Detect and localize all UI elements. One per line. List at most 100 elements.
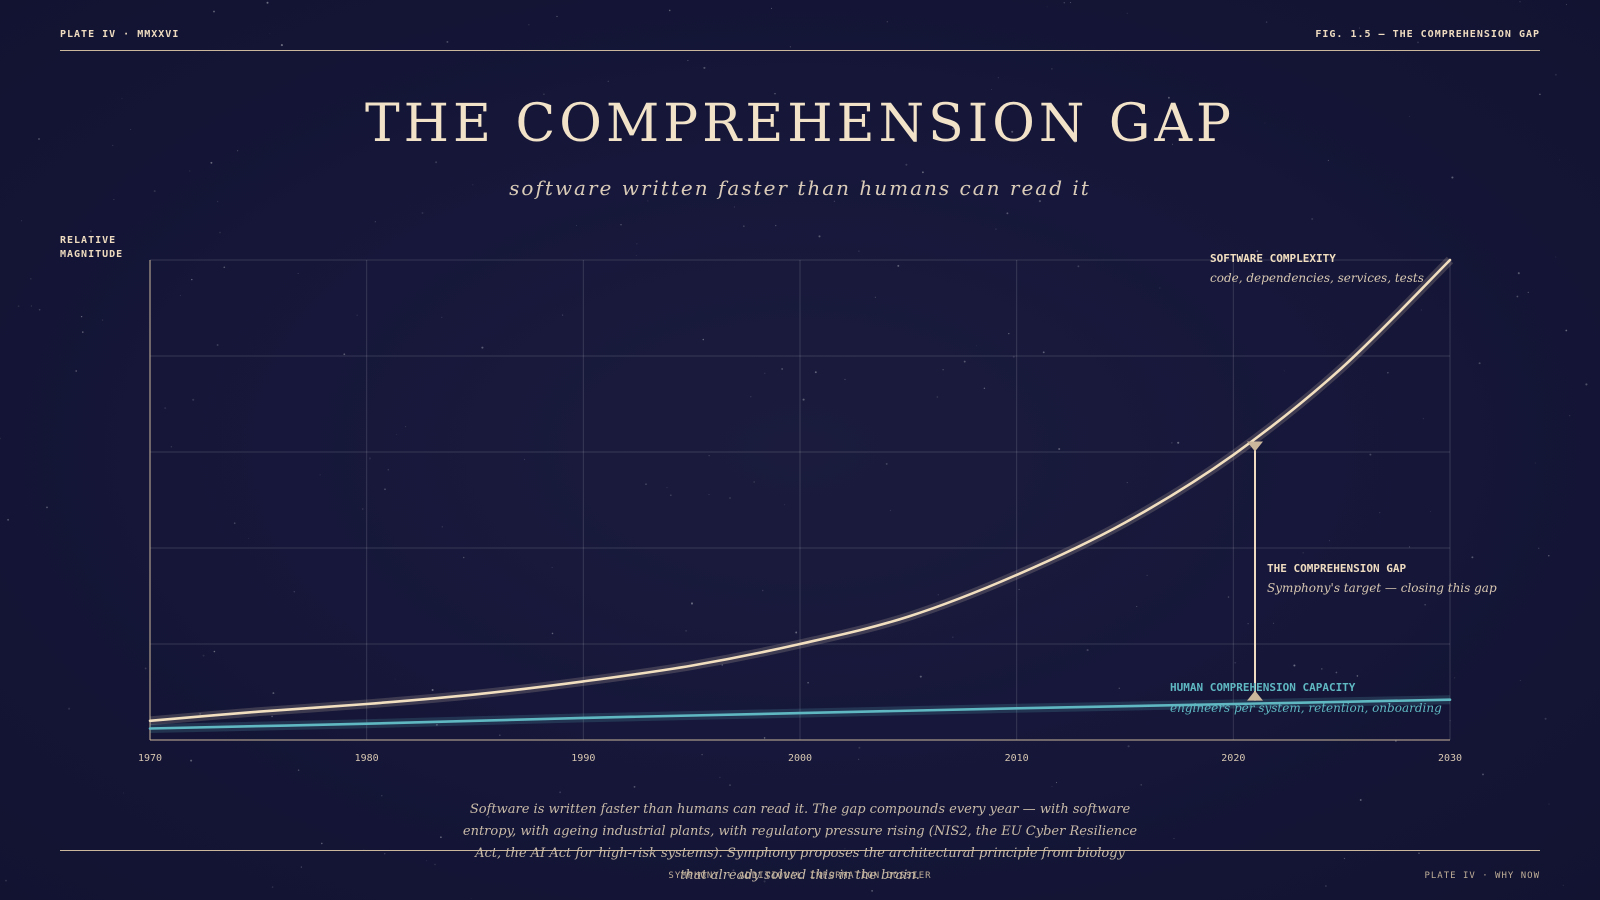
star (1177, 441, 1180, 444)
star (739, 140, 742, 142)
star (1387, 372, 1389, 374)
star (937, 594, 940, 596)
star (963, 360, 966, 363)
star (1471, 556, 1474, 559)
star (647, 200, 649, 202)
star (668, 9, 671, 12)
star (144, 667, 147, 670)
star (774, 92, 776, 95)
page-subtitle: software written faster than humans can … (509, 176, 1091, 200)
star (1422, 417, 1425, 420)
star (90, 230, 92, 232)
star (499, 734, 501, 736)
x-tick-label: 1970 (138, 753, 162, 764)
star (361, 508, 364, 510)
star (1409, 546, 1410, 548)
footer-right: PLATE IV · WHY NOW (1424, 871, 1540, 881)
star (1565, 4, 1567, 6)
star (1418, 852, 1420, 854)
star (729, 784, 731, 786)
star (733, 206, 735, 208)
star (1042, 351, 1045, 354)
star (871, 890, 873, 892)
star (248, 537, 250, 539)
star (1055, 782, 1058, 784)
star (470, 898, 472, 900)
star (343, 353, 346, 356)
star (990, 127, 992, 129)
star (1171, 442, 1173, 444)
star (1012, 355, 1015, 358)
star (1544, 717, 1547, 720)
star (426, 860, 428, 862)
star (1417, 41, 1419, 44)
star (1449, 720, 1451, 722)
star (1430, 511, 1432, 513)
chart-series (148, 256, 1454, 733)
star (1227, 596, 1230, 598)
star (795, 631, 798, 634)
star (468, 110, 470, 112)
star (905, 163, 908, 166)
star (1256, 250, 1259, 252)
gap-arrow-head-bottom (1247, 690, 1263, 701)
star (102, 319, 104, 321)
star (1018, 588, 1020, 590)
star (1454, 677, 1456, 679)
human-series-description: engineers per system, retention, onboard… (1170, 701, 1442, 715)
star (635, 242, 638, 245)
star (990, 89, 992, 90)
star (686, 828, 688, 830)
star (1173, 838, 1175, 839)
star (721, 664, 723, 666)
star (1265, 21, 1268, 23)
star (233, 522, 236, 524)
star (202, 654, 205, 657)
star (121, 98, 123, 100)
star (280, 44, 283, 47)
star (1008, 332, 1010, 335)
star (620, 224, 622, 226)
star (266, 1, 269, 4)
star (1555, 256, 1557, 258)
star (80, 315, 83, 318)
star (936, 396, 938, 398)
star (556, 15, 558, 18)
star (781, 368, 783, 370)
y-axis-label-line-2: MAGNITUDE (60, 249, 123, 260)
star (995, 228, 997, 230)
star (1343, 857, 1346, 860)
star (1482, 773, 1484, 776)
star (687, 60, 689, 61)
star (728, 496, 732, 500)
star (421, 212, 424, 214)
star (1082, 835, 1084, 837)
star (1140, 784, 1142, 786)
star (1264, 122, 1266, 124)
star (1051, 68, 1053, 70)
star (666, 487, 668, 489)
star (1053, 137, 1056, 140)
star (7, 518, 10, 521)
star (703, 66, 706, 69)
star (190, 759, 193, 762)
chart-axes (149, 260, 1450, 741)
star (1302, 552, 1304, 554)
star (237, 150, 239, 152)
star (435, 723, 438, 726)
star (818, 235, 821, 238)
star (1327, 159, 1330, 162)
footer-center: SYMPHONY · ADDITIONAL INFORMATION DOSSIE… (668, 871, 932, 881)
star (669, 494, 672, 497)
star (543, 93, 545, 96)
star (942, 369, 944, 371)
star (1517, 272, 1520, 275)
star (5, 879, 7, 882)
x-tick-label: 1980 (355, 753, 379, 764)
star (844, 378, 846, 380)
star (1167, 96, 1170, 99)
star (820, 813, 823, 816)
gap-annotation (1247, 441, 1263, 701)
star (384, 853, 386, 855)
